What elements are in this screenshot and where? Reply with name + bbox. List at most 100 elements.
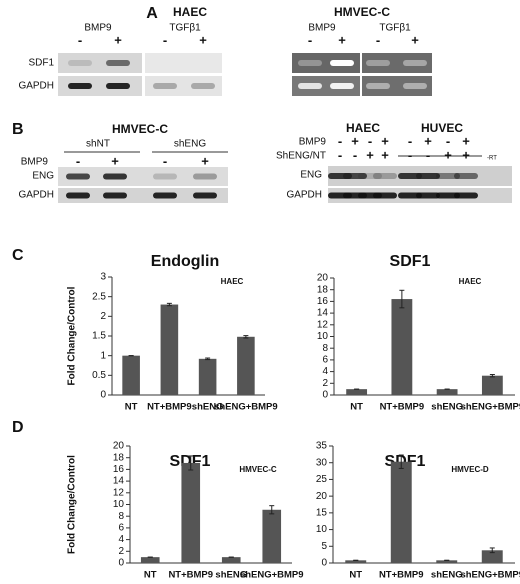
treatment-label: BMP9 [84, 23, 112, 34]
gel-band [68, 60, 92, 66]
chart-subtitle: HAEC [459, 277, 482, 286]
x-tick-label: shENG+BMP9 [240, 570, 304, 581]
gel-band [436, 192, 460, 199]
row-label: ENG [300, 170, 322, 181]
y-tick-label: 12 [113, 487, 125, 498]
gel-band [298, 83, 322, 89]
gel [292, 53, 360, 73]
sign: + [381, 133, 389, 148]
treatment-label: TGFβ1 [379, 23, 411, 34]
gel-band [330, 60, 354, 66]
sign: - [163, 32, 167, 47]
chart-subtitle: HMVEC-C [239, 465, 277, 474]
bar [181, 462, 201, 563]
bar [140, 557, 160, 563]
gel-band [403, 60, 427, 66]
treatment-label: BMP9 [308, 23, 336, 34]
group-label: HUVEC [421, 121, 463, 135]
sign: - [338, 133, 342, 148]
y-tick-label: 10 [317, 331, 329, 342]
y-tick-label: 8 [322, 343, 328, 354]
y-tick-label: 35 [316, 441, 328, 452]
x-tick-label: NT [350, 402, 363, 413]
gel-band [403, 83, 427, 89]
sign: - [78, 32, 82, 47]
gel-band [153, 192, 177, 199]
y-tick-label: 16 [317, 296, 329, 307]
y-tick-label: 14 [113, 476, 125, 487]
gel-band [191, 83, 215, 89]
bar [391, 299, 413, 395]
bar [346, 389, 368, 395]
sign: + [444, 147, 452, 162]
gel-band [106, 60, 130, 66]
bar [237, 336, 255, 395]
gel-band [66, 192, 90, 199]
x-tick-label: NT+BMP9 [379, 570, 424, 581]
gel-band [398, 192, 422, 199]
gel-band [193, 173, 217, 180]
bar [198, 358, 217, 395]
x-tick-label: shENG [192, 402, 224, 413]
y-tick-label: 2 [322, 378, 328, 389]
gel [58, 53, 142, 73]
y-tick-label: 16 [113, 464, 125, 475]
chart-subtitle: HAEC [221, 277, 244, 286]
gel-band [373, 173, 397, 179]
y-tick-label: 2 [100, 311, 106, 322]
sign: + [114, 32, 122, 47]
gel-band [398, 173, 422, 179]
gel-band [373, 192, 397, 199]
sign: - [408, 147, 412, 162]
bar [122, 355, 140, 395]
x-tick-label: shENG [431, 402, 463, 413]
treatment-label: TGFβ1 [169, 23, 201, 34]
y-tick-label: 0 [321, 558, 327, 569]
sign: - [408, 133, 412, 148]
y-tick-label: 0 [322, 390, 328, 401]
gel-band [454, 192, 478, 199]
treatment-label: BMP9 [21, 157, 49, 168]
y-tick-label: 8 [118, 511, 124, 522]
gel [292, 76, 360, 96]
gel-band [416, 192, 440, 199]
gel-band [153, 173, 177, 180]
y-tick-label: 4 [118, 534, 124, 545]
y-tick-label: 2.5 [92, 291, 106, 302]
bar [436, 560, 458, 563]
gel-band [103, 192, 127, 199]
control-label: -RT [487, 156, 497, 162]
chart-title: Endoglin [151, 253, 219, 270]
y-tick-label: 1.5 [92, 331, 106, 342]
y-tick-label: 25 [316, 474, 328, 485]
sign: - [446, 133, 450, 148]
panel-letter: D [12, 419, 24, 436]
sign: + [338, 32, 346, 47]
y-tick-label: 15 [316, 507, 328, 518]
bar [436, 389, 458, 395]
gel-band [298, 60, 322, 66]
panel-letter: A [146, 5, 158, 22]
row-label: GAPDH [18, 81, 54, 92]
gel-band [330, 83, 354, 89]
gel-band [454, 173, 478, 179]
gel-band [106, 83, 130, 89]
y-tick-label: 12 [317, 319, 329, 330]
group-label: HMVEC-C [334, 5, 390, 19]
sign: + [462, 147, 470, 162]
gel-band [358, 173, 382, 179]
gel-band [66, 173, 90, 180]
x-tick-label: NT+BMP9 [168, 570, 213, 581]
gel-band [153, 83, 177, 89]
sign: - [353, 147, 357, 162]
y-tick-label: 20 [317, 273, 329, 284]
group-label: HAEC [173, 5, 207, 19]
treatment-label: BMP9 [299, 137, 327, 148]
group-label: HAEC [346, 121, 380, 135]
y-tick-label: 6 [322, 355, 328, 366]
y-tick-label: 20 [316, 491, 328, 502]
x-tick-label: shENG [431, 570, 463, 581]
gel [145, 53, 222, 73]
sign: + [424, 133, 432, 148]
